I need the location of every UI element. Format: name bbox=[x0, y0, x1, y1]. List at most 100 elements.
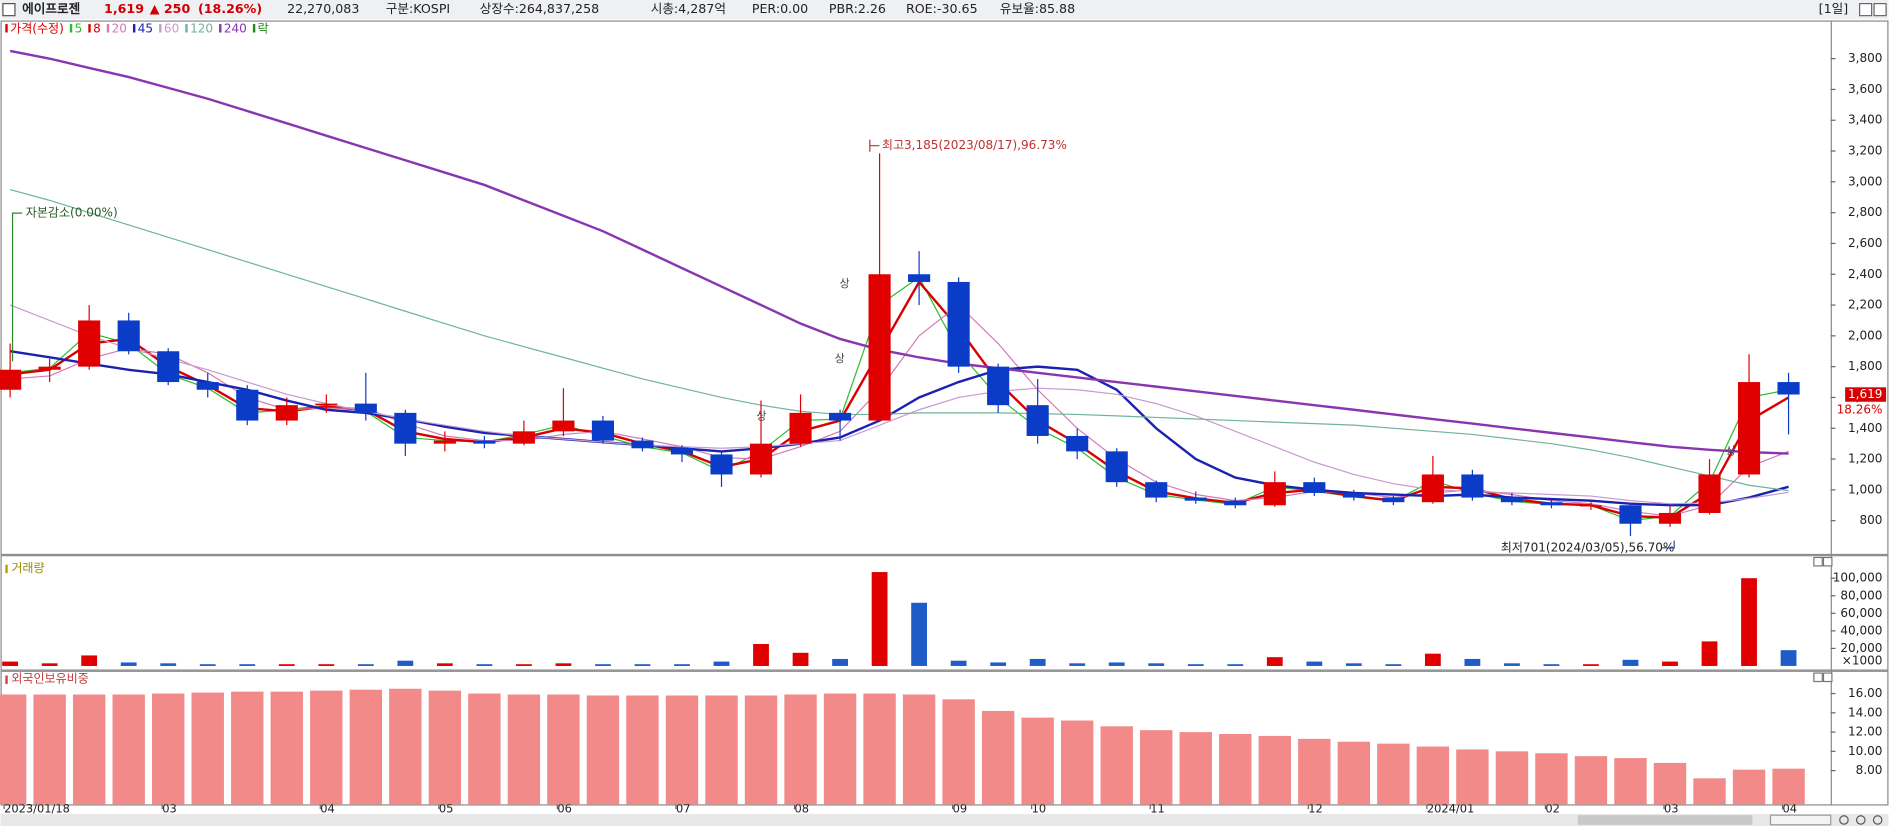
period-button[interactable]: [1일] bbox=[1819, 1, 1849, 16]
bar bbox=[547, 694, 580, 805]
bar bbox=[1741, 578, 1757, 666]
bar bbox=[389, 688, 422, 805]
market: 구분:KOSPI bbox=[386, 1, 450, 16]
bar bbox=[1583, 664, 1599, 666]
bar bbox=[942, 699, 975, 805]
scrollbar bbox=[0, 813, 1889, 826]
bar bbox=[112, 694, 145, 805]
y-tick-label: 2,800 bbox=[1848, 205, 1882, 219]
candle-body bbox=[236, 389, 259, 421]
y-tick-label: 40,000 bbox=[1840, 623, 1882, 637]
y-tick-label: 8.00 bbox=[1856, 763, 1883, 777]
bar bbox=[626, 695, 659, 805]
zoom-button[interactable] bbox=[1855, 815, 1866, 825]
candle-body bbox=[1026, 405, 1049, 436]
legend-swatch bbox=[132, 24, 136, 33]
legend-swatch bbox=[159, 24, 162, 33]
y-tick-label: 3,400 bbox=[1848, 113, 1882, 127]
bar bbox=[357, 664, 374, 666]
moving-average-line bbox=[9, 304, 1789, 505]
zoom-button[interactable] bbox=[1839, 815, 1849, 825]
bar bbox=[507, 694, 541, 805]
bar bbox=[239, 664, 256, 666]
bar bbox=[476, 664, 493, 666]
y-tick-label: 60,000 bbox=[1840, 606, 1882, 620]
last-price-label: 1,619 bbox=[1848, 387, 1882, 401]
y-tick-label: 20,000 bbox=[1840, 641, 1882, 655]
bar bbox=[1227, 664, 1244, 666]
zoom-button[interactable] bbox=[1872, 815, 1883, 825]
candle-body bbox=[1303, 482, 1326, 493]
limit-up-marker: 상 bbox=[835, 352, 845, 365]
bar bbox=[1385, 664, 1402, 666]
panel-button[interactable] bbox=[1813, 556, 1823, 567]
bar bbox=[1456, 749, 1489, 805]
bar bbox=[72, 694, 106, 805]
moving-average-line bbox=[9, 188, 1789, 492]
y-tick-label: 16.00 bbox=[1848, 686, 1882, 700]
candle-body bbox=[1619, 505, 1642, 524]
per: PER:0.00 bbox=[752, 1, 808, 16]
legend-label: 120 bbox=[190, 21, 213, 35]
change-pct: (18.26%) bbox=[198, 1, 262, 16]
candle-body bbox=[38, 366, 61, 370]
legend-label: 240 bbox=[224, 21, 247, 35]
candle-body bbox=[1342, 492, 1365, 498]
bar bbox=[1693, 778, 1726, 805]
x-tick-label: 10 bbox=[1032, 802, 1047, 816]
legend-label: 가격(수정) bbox=[10, 21, 64, 35]
bar bbox=[1535, 753, 1568, 805]
x-tick-label: 02 bbox=[1545, 802, 1560, 816]
bar bbox=[397, 660, 414, 666]
y-tick-label: 800 bbox=[1860, 513, 1883, 527]
bar bbox=[713, 661, 730, 666]
legend-swatch bbox=[88, 24, 91, 33]
unit-label: ×1000 bbox=[1842, 654, 1883, 668]
moving-average-line bbox=[9, 350, 1789, 507]
legend-label: 45 bbox=[138, 21, 153, 35]
bar bbox=[436, 663, 453, 666]
bar bbox=[823, 693, 857, 805]
bar bbox=[41, 663, 58, 666]
candle-body bbox=[1382, 497, 1405, 503]
window-button[interactable] bbox=[1859, 3, 1873, 17]
y-tick-label: 2,000 bbox=[1848, 328, 1882, 342]
x-tick-label: 12 bbox=[1308, 802, 1323, 816]
bar bbox=[191, 692, 224, 805]
volume-panel bbox=[0, 555, 1889, 671]
bar bbox=[674, 664, 690, 666]
y-tick-label: 3,000 bbox=[1848, 174, 1882, 188]
bar bbox=[832, 658, 848, 666]
moving-average-line bbox=[9, 279, 1790, 519]
bar bbox=[318, 664, 335, 666]
x-tick-label: 08 bbox=[795, 802, 810, 816]
roe: ROE:-30.65 bbox=[906, 1, 978, 16]
window-button[interactable] bbox=[1873, 3, 1887, 17]
panel-button[interactable] bbox=[1813, 672, 1823, 683]
y-tick-label: 10.00 bbox=[1848, 744, 1882, 758]
legend-swatch bbox=[252, 24, 256, 33]
candle-body bbox=[868, 274, 891, 421]
bar bbox=[1614, 758, 1647, 805]
panel-button[interactable] bbox=[1822, 556, 1833, 567]
bar bbox=[784, 694, 817, 805]
bar bbox=[1424, 653, 1441, 666]
y-tick-label: 14.00 bbox=[1848, 705, 1882, 719]
legend-label: 락 bbox=[258, 21, 269, 35]
checkbox[interactable] bbox=[2, 3, 16, 17]
candle-body bbox=[394, 412, 417, 444]
bar bbox=[1662, 661, 1678, 666]
title-marker bbox=[5, 564, 8, 574]
scroll-thumb[interactable] bbox=[1577, 815, 1753, 825]
candle-body bbox=[1461, 474, 1484, 498]
panel-button[interactable] bbox=[1822, 672, 1833, 683]
bar bbox=[349, 689, 383, 805]
panel-title: 외국인보유비중 bbox=[11, 672, 88, 686]
candle-body bbox=[710, 454, 733, 475]
candle-body bbox=[1105, 451, 1128, 483]
bar bbox=[665, 695, 699, 805]
candle-body bbox=[1737, 382, 1761, 475]
high-annotation: 최고3,185(2023/08/17),96.73% bbox=[882, 138, 1067, 152]
bar bbox=[2, 661, 19, 666]
zoom-slider[interactable] bbox=[1769, 814, 1832, 826]
